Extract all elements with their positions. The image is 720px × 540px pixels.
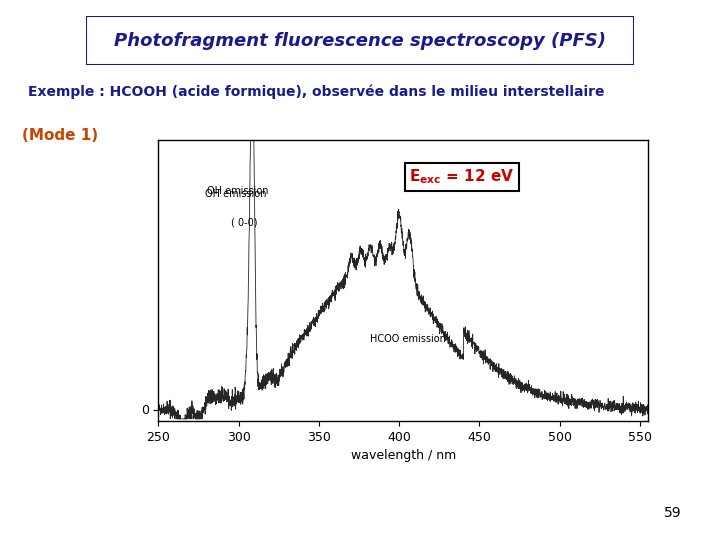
Text: OH emission: OH emission <box>205 189 266 199</box>
Text: 59: 59 <box>664 506 681 520</box>
X-axis label: wavelength / nm: wavelength / nm <box>351 449 456 462</box>
Text: ( 0-0): ( 0-0) <box>230 217 257 227</box>
FancyBboxPatch shape <box>86 16 634 65</box>
Text: Exemple : HCOOH (acide formique), observée dans le milieu interstellaire: Exemple : HCOOH (acide formique), observ… <box>28 85 605 99</box>
Text: (Mode 1): (Mode 1) <box>22 127 98 143</box>
Text: OH emission: OH emission <box>207 186 268 196</box>
Text: Photofragment fluorescence spectroscopy (PFS): Photofragment fluorescence spectroscopy … <box>114 31 606 50</box>
Text: HCOO emission: HCOO emission <box>370 334 446 345</box>
Text: $\mathbf{E_{exc}}$ = 12 eV: $\mathbf{E_{exc}}$ = 12 eV <box>409 167 515 186</box>
